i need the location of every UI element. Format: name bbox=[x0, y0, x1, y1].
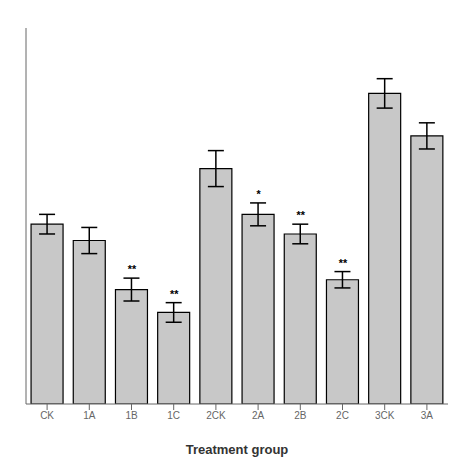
svg-text:3A: 3A bbox=[421, 410, 434, 421]
svg-text:1A: 1A bbox=[83, 410, 96, 421]
svg-text:2B: 2B bbox=[294, 410, 307, 421]
svg-text:2C: 2C bbox=[336, 410, 349, 421]
svg-text:**: ** bbox=[127, 263, 136, 275]
svg-text:2CK: 2CK bbox=[206, 410, 226, 421]
svg-text:CK: CK bbox=[40, 410, 54, 421]
svg-text:*: * bbox=[256, 188, 261, 200]
svg-text:2A: 2A bbox=[252, 410, 265, 421]
svg-text:3CK: 3CK bbox=[375, 410, 395, 421]
svg-text:**: ** bbox=[169, 288, 178, 300]
svg-text:**: ** bbox=[296, 209, 305, 221]
svg-text:**: ** bbox=[338, 257, 347, 269]
svg-text:Treatment group: Treatment group bbox=[186, 442, 289, 457]
svg-text:1B: 1B bbox=[125, 410, 138, 421]
svg-text:1C: 1C bbox=[167, 410, 180, 421]
